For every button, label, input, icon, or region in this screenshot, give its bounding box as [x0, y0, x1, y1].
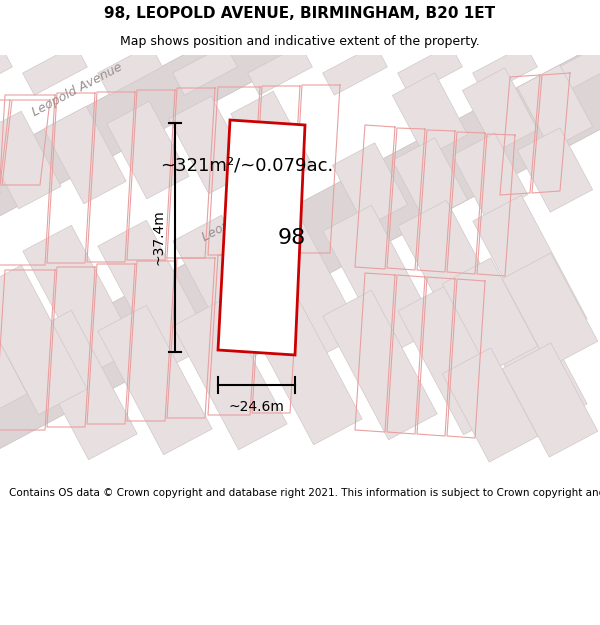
Polygon shape [98, 220, 212, 370]
Polygon shape [0, 270, 27, 420]
Polygon shape [398, 200, 512, 350]
Polygon shape [218, 120, 305, 355]
Text: ~24.6m: ~24.6m [229, 400, 284, 414]
Polygon shape [548, 45, 600, 95]
Polygon shape [392, 73, 467, 157]
Text: Leopold Avenue: Leopold Avenue [30, 61, 125, 119]
Polygon shape [23, 310, 137, 460]
Polygon shape [173, 300, 287, 450]
Polygon shape [169, 96, 251, 194]
Polygon shape [398, 285, 512, 435]
Polygon shape [502, 343, 598, 457]
Text: ~321m²/~0.079ac.: ~321m²/~0.079ac. [160, 156, 333, 174]
Polygon shape [0, 265, 87, 415]
Polygon shape [463, 68, 538, 152]
Polygon shape [0, 45, 13, 95]
Polygon shape [473, 45, 538, 95]
Polygon shape [248, 45, 313, 95]
Text: ~37.4m: ~37.4m [151, 209, 165, 266]
Polygon shape [98, 305, 212, 455]
Polygon shape [98, 45, 163, 95]
Text: 98: 98 [278, 228, 306, 248]
Polygon shape [392, 138, 467, 222]
Polygon shape [0, 118, 1, 216]
Polygon shape [517, 65, 593, 149]
Text: 98, LEOPOLD AVENUE, BIRMINGHAM, B20 1ET: 98, LEOPOLD AVENUE, BIRMINGHAM, B20 1ET [104, 6, 496, 21]
Polygon shape [473, 280, 587, 430]
Polygon shape [442, 348, 538, 462]
Polygon shape [0, 0, 600, 545]
Polygon shape [323, 45, 388, 95]
Polygon shape [173, 215, 287, 365]
Polygon shape [231, 91, 313, 189]
Polygon shape [107, 101, 189, 199]
Polygon shape [442, 258, 538, 372]
Polygon shape [323, 205, 437, 355]
Polygon shape [398, 45, 463, 95]
Polygon shape [517, 128, 593, 212]
Polygon shape [452, 133, 527, 217]
Text: Contains OS data © Crown copyright and database right 2021. This information is : Contains OS data © Crown copyright and d… [9, 488, 600, 498]
Polygon shape [44, 106, 126, 204]
Polygon shape [332, 143, 407, 227]
Polygon shape [323, 290, 437, 440]
Polygon shape [23, 45, 88, 95]
Polygon shape [23, 225, 137, 375]
Polygon shape [248, 210, 362, 360]
Polygon shape [502, 253, 598, 367]
Polygon shape [0, 111, 61, 209]
Text: Leopold Avenue: Leopold Avenue [200, 186, 295, 244]
Polygon shape [173, 45, 238, 95]
Text: Map shows position and indicative extent of the property.: Map shows position and indicative extent… [120, 35, 480, 48]
Polygon shape [248, 295, 362, 445]
Polygon shape [473, 195, 587, 345]
Polygon shape [0, 0, 584, 374]
